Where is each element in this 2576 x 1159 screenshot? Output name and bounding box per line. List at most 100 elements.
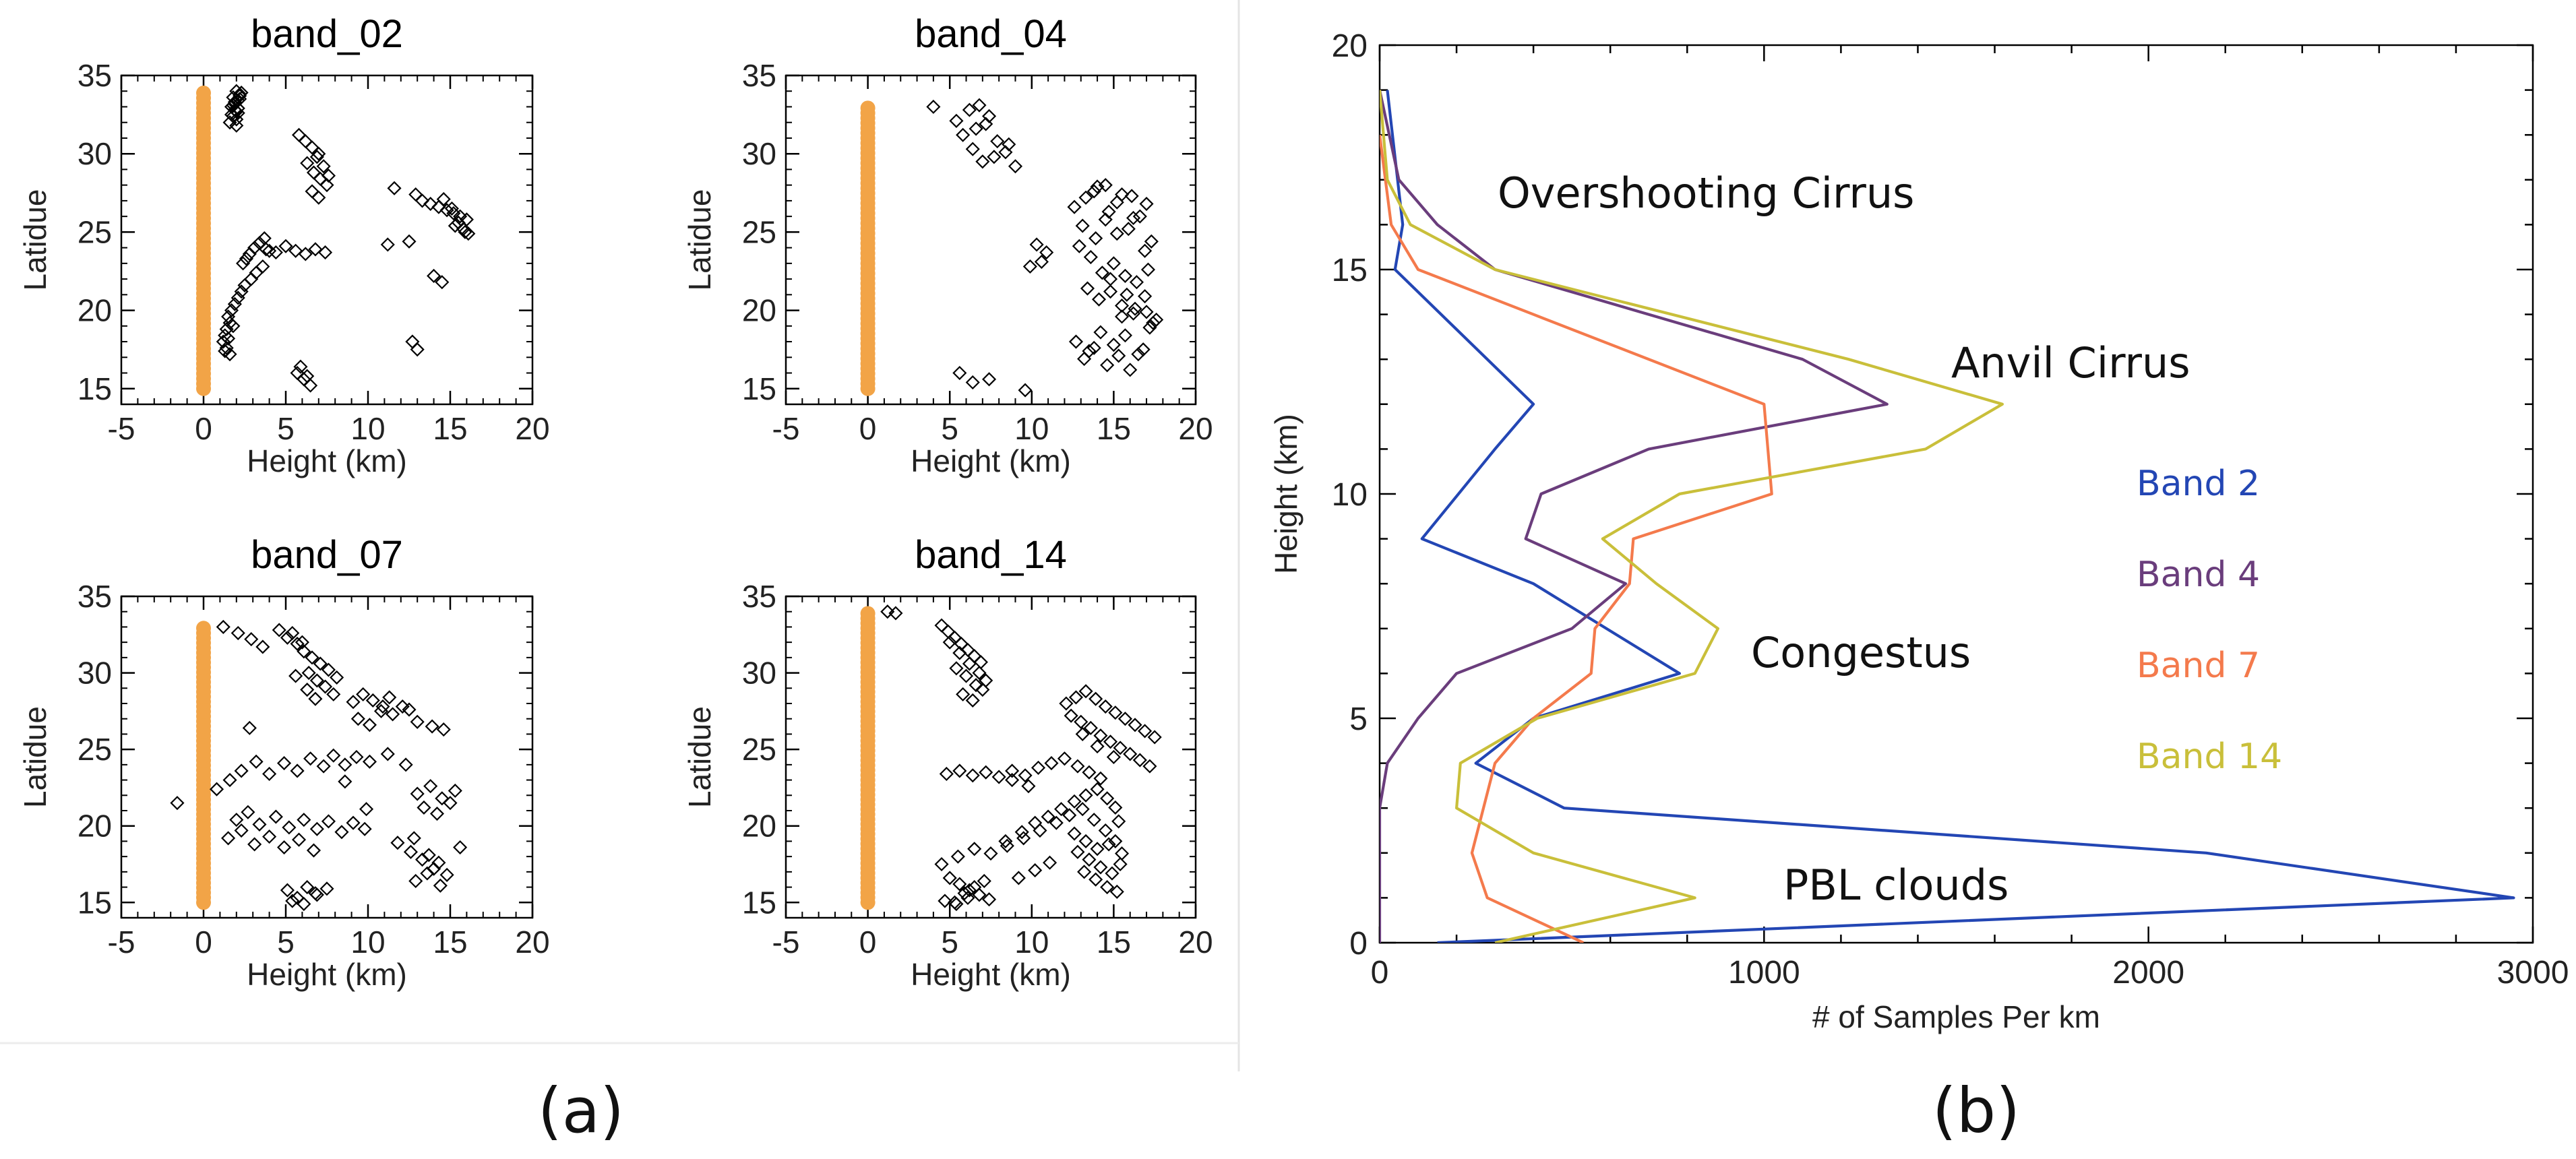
cloud-height-point (319, 178, 334, 193)
cloud-height-point (395, 699, 410, 714)
y-tick-label: 5 (1349, 701, 1368, 737)
series-line-band-4 (1380, 90, 1889, 943)
cloud-height-point (982, 892, 997, 907)
cloud-height-point (952, 365, 967, 381)
scatter-plot-band_02: -5 0 5 10 15 20 15 20 25 30 35 band_02 Height (km) La… (18, 12, 550, 478)
cloud-height-point (285, 894, 300, 908)
cloud-height-point (1062, 808, 1077, 823)
cloud-height-point (1078, 834, 1093, 848)
cloud-height-point (387, 181, 402, 195)
cloud-height-point (234, 284, 249, 299)
cloud-height-point (308, 242, 323, 257)
cloud-height-point (1083, 250, 1098, 265)
cloud-height-point (1064, 708, 1078, 723)
x-tick-label: 3000 (2497, 955, 2569, 991)
cloud-height-point (346, 695, 361, 710)
cloud-height-point (433, 878, 448, 893)
x-axis-label: # of Samples Per km (1812, 999, 2100, 1034)
cloud-height-point (1117, 268, 1132, 284)
panel-b-background (1239, 0, 2576, 1071)
cloud-height-point (334, 825, 349, 840)
cloud-height-point (229, 112, 244, 127)
y-tick-label: 35 (742, 58, 776, 93)
cloud-height-point (229, 813, 244, 827)
y-tick-label: 25 (78, 214, 112, 249)
cloud-height-point (451, 215, 466, 230)
y-tick-label: 0 (1349, 926, 1368, 962)
cloud-height-point (1108, 800, 1123, 815)
cloud-height-point (1111, 814, 1126, 829)
cloud-height-point (977, 873, 991, 889)
cloud-height-point (952, 646, 967, 660)
cloud-height-point (239, 251, 253, 266)
y-axis-label: Latidue (682, 706, 717, 808)
x-tick-label: 15 (1097, 925, 1131, 960)
y-tick-label: 15 (78, 371, 112, 406)
y-tick-label: 20 (742, 809, 776, 844)
scatter-panels: -5 0 5 10 15 20 15 20 25 30 35 band_02 Height (km) La… (18, 12, 1213, 992)
y-tick-label: 15 (1332, 253, 1368, 288)
cloud-height-point (1131, 347, 1146, 362)
cloud-height-point (231, 625, 245, 641)
cloud-height-point (403, 844, 418, 859)
series-line-band-14 (1380, 90, 2004, 943)
cloud-height-point (439, 203, 454, 218)
cloud-height-point (255, 639, 270, 654)
cloud-height-point (295, 635, 309, 650)
cloud-height-point (1103, 284, 1118, 299)
cloud-height-point (969, 121, 983, 136)
cloud-height-point (972, 666, 987, 681)
cloud-height-point (1142, 320, 1157, 335)
x-tick-label: 0 (1371, 955, 1389, 991)
cloud-height-point (1075, 218, 1090, 233)
cloud-height-point (221, 331, 236, 346)
cloud-height-point (338, 774, 352, 789)
cloud-height-point (448, 783, 462, 798)
cloud-height-point (380, 747, 395, 761)
cloud-height-point (1106, 749, 1121, 765)
cloud-height-point (1014, 825, 1029, 840)
cloud-height-point (1041, 809, 1055, 824)
cloud-height-point (431, 855, 446, 870)
cloud-height-point (423, 196, 438, 212)
cloud-height-point (956, 687, 971, 701)
cloud-height-point (1117, 328, 1132, 343)
cloud-height-point (950, 849, 965, 864)
cloud-height-point (987, 150, 1002, 164)
cloud-height-point (1031, 760, 1046, 775)
cloud-height-point (1093, 860, 1108, 875)
cloud-height-point (880, 604, 895, 619)
cloud-height-point (1086, 340, 1101, 355)
cloud-height-point (318, 245, 333, 260)
cloud-height-point (435, 275, 450, 290)
cloud-height-point (410, 342, 425, 357)
cloud-height-point (965, 142, 980, 156)
cloud-height-point (298, 247, 313, 261)
cloud-height-point (316, 159, 331, 174)
cloud-height-point (1144, 234, 1159, 249)
cloud-height-point (1049, 815, 1064, 830)
cloud-height-point (221, 831, 236, 846)
cloud-height-point (326, 748, 341, 763)
cloud-height-point (1016, 831, 1031, 846)
x-tick-label: 20 (1178, 411, 1213, 446)
cloud-height-point (1100, 358, 1115, 373)
cloud-height-point (990, 134, 1005, 149)
cloud-height-point (967, 880, 982, 895)
cloud-height-point (982, 372, 997, 387)
cloud-height-point (1044, 756, 1059, 771)
cloud-height-point (297, 897, 311, 912)
cloud-height-point (1139, 196, 1154, 212)
cloud-height-point (321, 662, 336, 677)
cloud-height-point (386, 707, 400, 722)
cloud-height-point (259, 242, 274, 257)
cloud-height-point (1070, 844, 1085, 859)
panel-label-a: (a) (538, 1075, 624, 1147)
cloud-height-point (1138, 243, 1153, 258)
cloud-height-point (1000, 838, 1014, 853)
x-tick-label: 1000 (1728, 955, 1800, 991)
cloud-height-point (1128, 301, 1142, 316)
cloud-height-point (1077, 865, 1092, 879)
cloud-height-point (244, 632, 259, 647)
cloud-height-point (362, 718, 377, 732)
